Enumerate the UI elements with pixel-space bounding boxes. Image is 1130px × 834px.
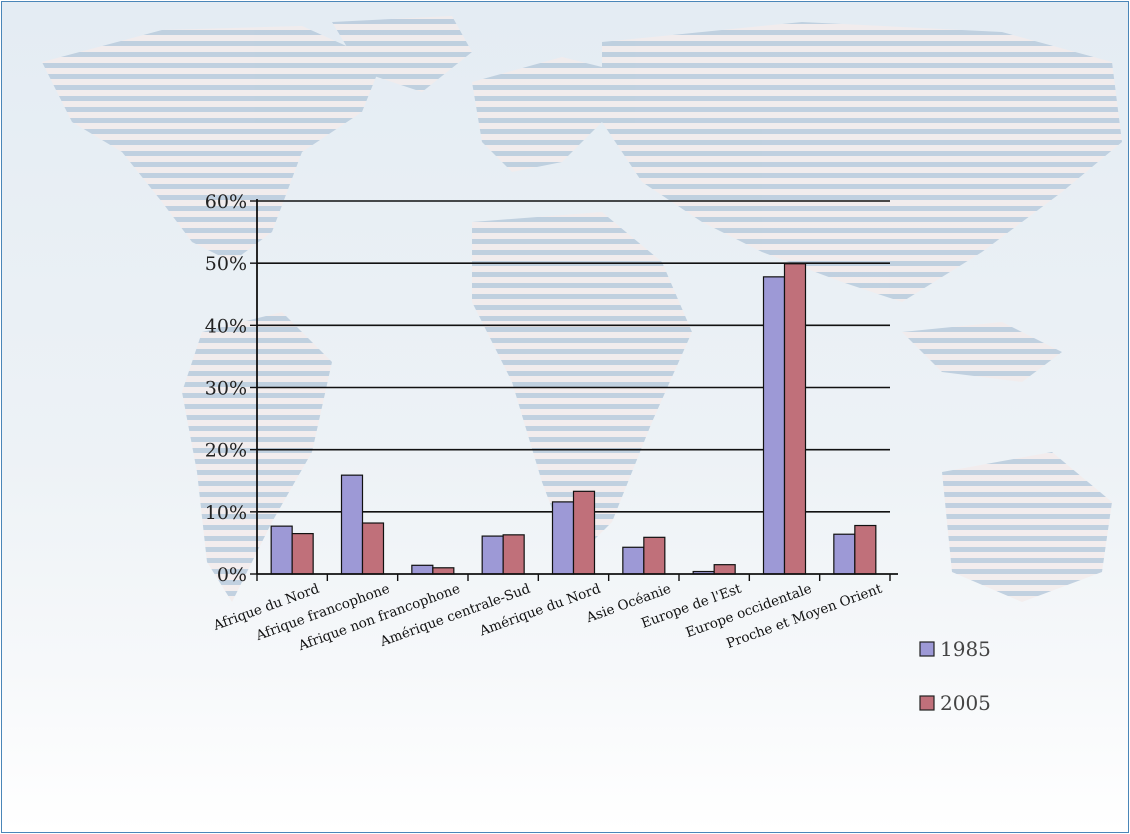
bar-2005 (643, 536, 666, 575)
bar-1985 (340, 474, 364, 575)
bar-2005 (572, 490, 596, 575)
bar-2005 (361, 522, 385, 575)
bar-1985 (762, 276, 786, 575)
y-tick-label: 30% (205, 378, 247, 400)
bar-2005 (291, 532, 314, 575)
legend-swatch-1985 (919, 641, 935, 657)
bar-1985 (481, 535, 504, 575)
bars (270, 263, 877, 575)
bar-2005 (854, 524, 877, 575)
y-tick-label: 0% (217, 564, 247, 586)
legend: 1985 2005 (919, 637, 991, 715)
bar-1985 (551, 501, 575, 575)
bar-1985 (622, 546, 645, 575)
bar-1985 (270, 525, 293, 575)
y-tick-label: 50% (205, 253, 247, 275)
bar-1985 (833, 533, 856, 575)
y-tick-label: 60% (205, 191, 247, 213)
y-tick-label: 10% (205, 502, 247, 524)
bar-2005 (502, 534, 525, 575)
legend-label-1985: 1985 (940, 637, 991, 661)
y-tick-label: 20% (205, 440, 247, 462)
bar-2005 (432, 567, 455, 575)
legend-swatch-2005 (919, 695, 935, 711)
y-axis-ticks: 0% 10% 20% 30% 40% 50% 60% (205, 191, 257, 586)
bar-2005 (713, 564, 736, 575)
bar-2005 (783, 263, 807, 575)
legend-label-2005: 2005 (940, 691, 991, 715)
axes (256, 199, 898, 581)
y-tick-label: 40% (205, 315, 247, 337)
bar-1985 (411, 564, 434, 575)
